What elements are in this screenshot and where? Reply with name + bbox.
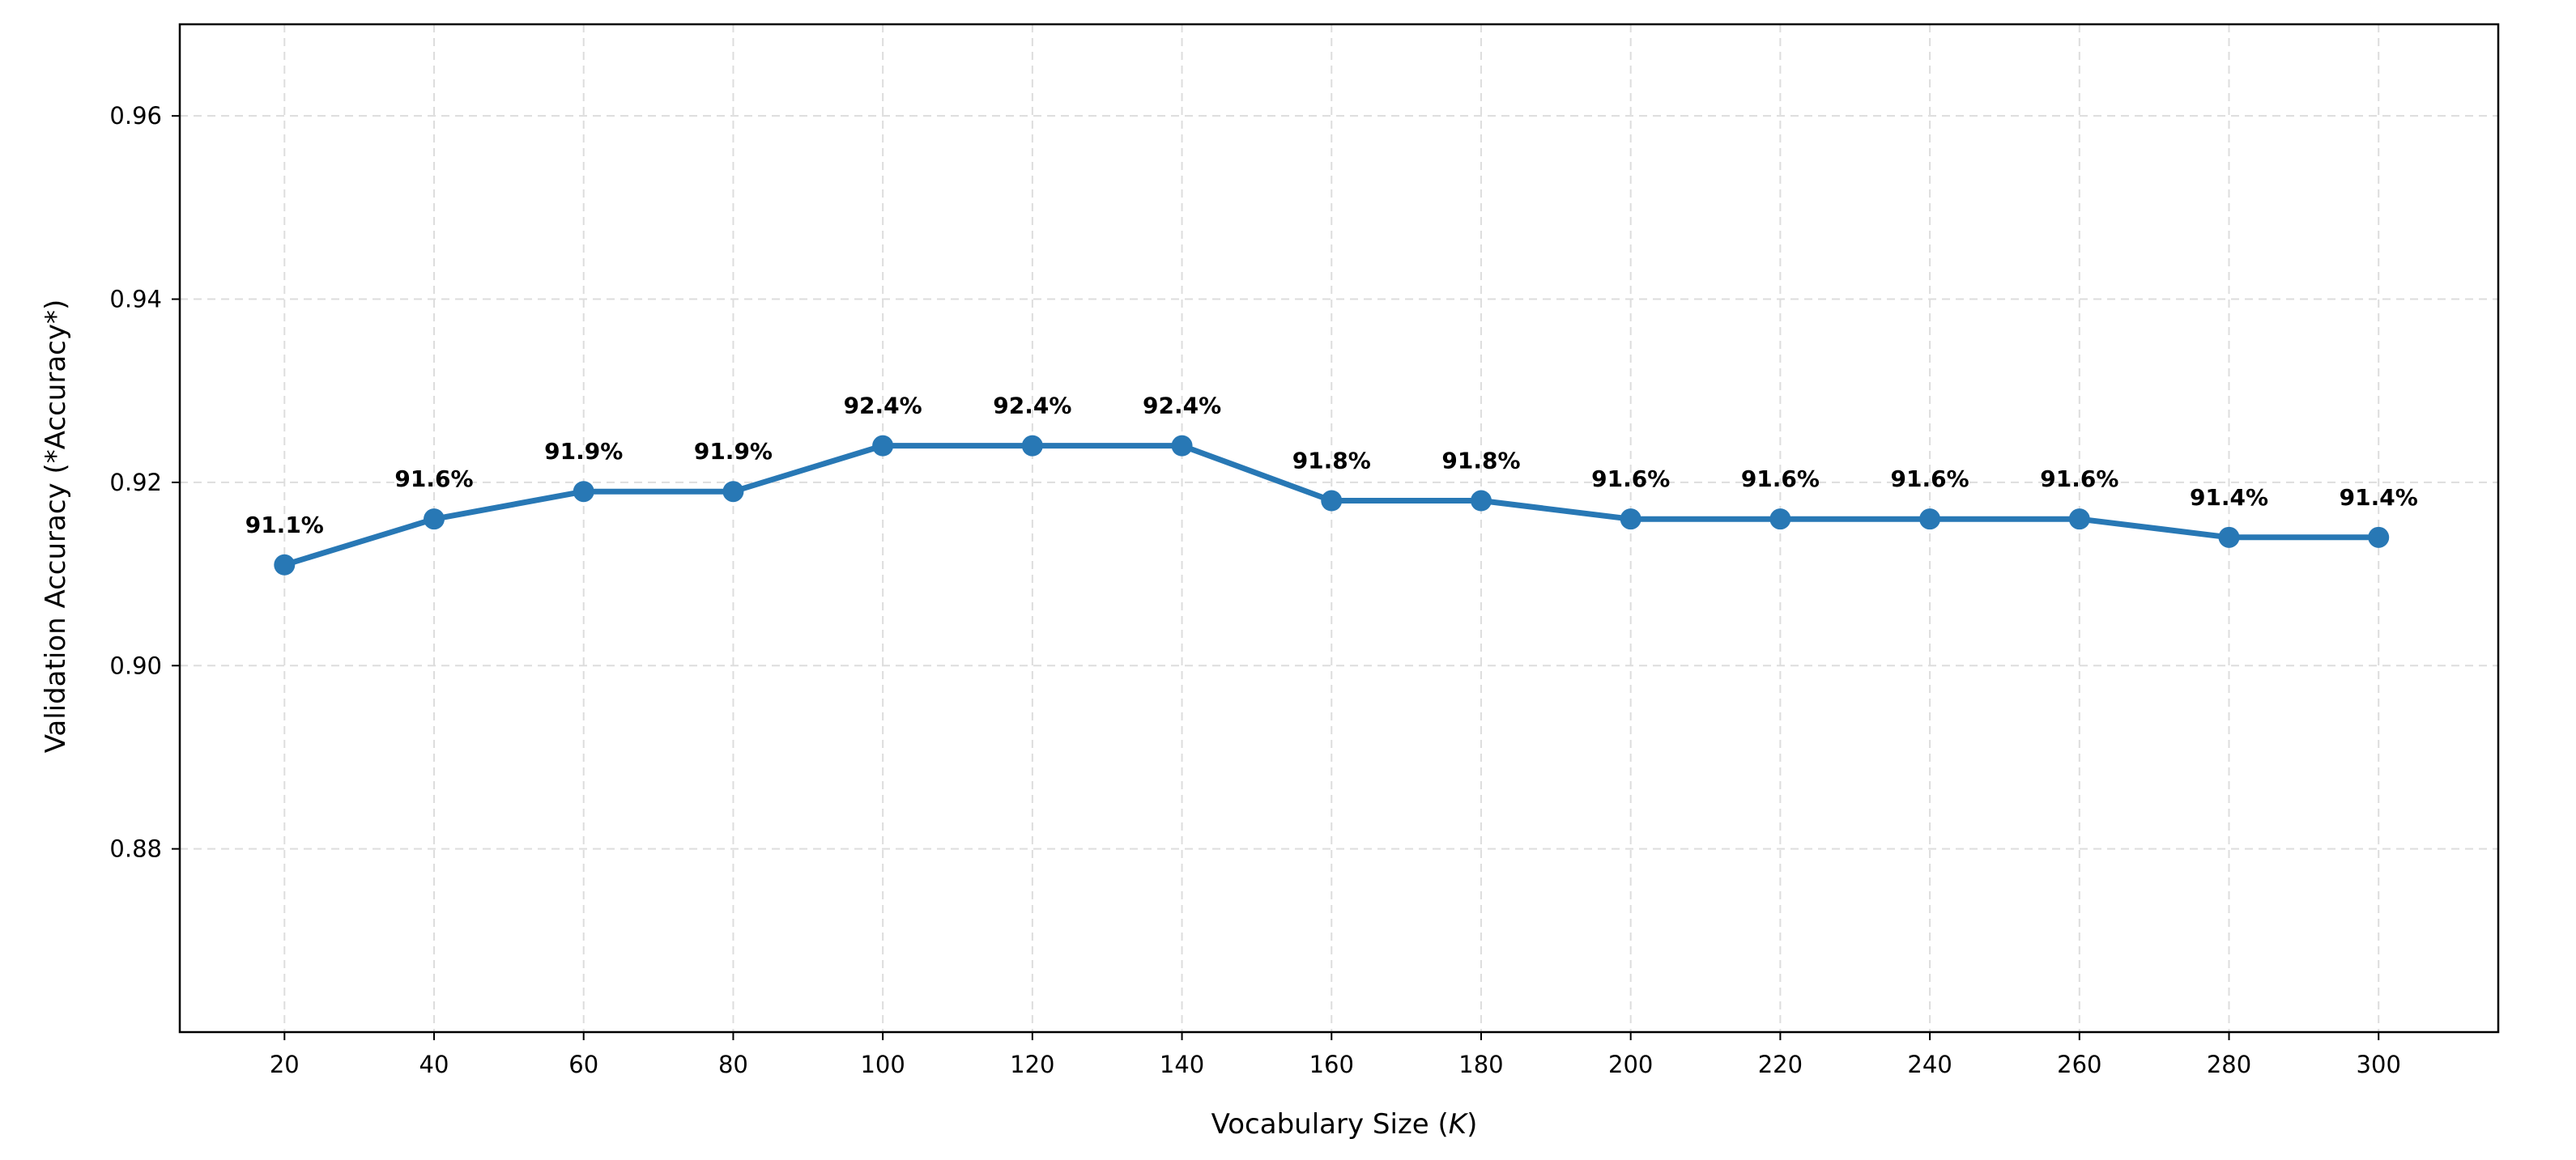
data-point [2218, 526, 2240, 548]
data-label: 91.6% [394, 465, 473, 492]
data-label: 92.4% [993, 393, 1071, 419]
data-point [424, 508, 445, 530]
x-tick-label: 140 [1160, 1051, 1204, 1078]
data-point [872, 435, 894, 457]
data-label: 91.9% [694, 438, 773, 465]
data-point [1769, 508, 1791, 530]
x-tick-label: 20 [270, 1051, 300, 1078]
y-axis-title: Validation Accuracy (*Accuracy*) [40, 300, 72, 754]
data-label: 91.6% [2040, 465, 2118, 492]
x-axis-title-suffix: ) [1467, 1108, 1477, 1141]
data-point [722, 481, 744, 503]
data-point [274, 554, 296, 576]
series-accuracy [274, 435, 2390, 576]
x-tick-label: 240 [1907, 1051, 1952, 1078]
data-label: 91.1% [245, 512, 324, 538]
x-tick-label: 60 [568, 1051, 598, 1078]
x-tick-label: 200 [1608, 1051, 1653, 1078]
x-axis-title-text: Vocabulary Size ( [1211, 1108, 1449, 1141]
y-axis-ticks: 0.88 0.90 0.92 0.94 0.96 [109, 102, 180, 863]
data-label: 91.4% [2190, 484, 2268, 511]
data-label: 91.6% [1591, 465, 1670, 492]
data-label: 91.6% [1741, 465, 1820, 492]
x-axis-title-variable: K [1449, 1108, 1469, 1141]
y-tick-label: 0.96 [109, 102, 162, 130]
grid [180, 24, 2498, 1032]
plot-frame [178, 23, 2500, 1034]
x-tick-label: 280 [2207, 1051, 2251, 1078]
x-tick-label: 300 [2357, 1051, 2401, 1078]
x-axis-ticks: 20 40 60 80 100 120 140 160 180 200 220 240 260 280 30… [270, 1032, 2401, 1078]
data-label: 91.8% [1292, 448, 1371, 474]
data-point [1470, 490, 1492, 512]
x-tick-label: 260 [2057, 1051, 2101, 1078]
y-tick-label: 0.92 [109, 469, 162, 496]
y-tick-label: 0.90 [109, 652, 162, 679]
data-point [1021, 435, 1043, 457]
data-label: 91.8% [1441, 448, 1520, 474]
data-point [1171, 435, 1193, 457]
data-label: 91.6% [1891, 465, 1969, 492]
x-tick-label: 180 [1458, 1051, 1503, 1078]
x-tick-label: 40 [419, 1051, 449, 1078]
data-point [1620, 508, 1641, 530]
x-tick-label: 220 [1758, 1051, 1803, 1078]
x-axis-title: Vocabulary Size (K) [1211, 1108, 1478, 1141]
y-tick-label: 0.88 [109, 835, 162, 863]
data-point [1321, 490, 1343, 512]
data-label: 91.9% [544, 438, 623, 465]
data-label: 91.4% [2340, 484, 2418, 511]
data-point [2068, 508, 2090, 530]
data-labels: 91.1% 91.6% 91.9% 91.9% 92.4% 92.4% 92.4% 91.8%… [245, 393, 2418, 538]
x-tick-label: 80 [718, 1051, 748, 1078]
x-tick-label: 100 [860, 1051, 905, 1078]
data-point [573, 481, 594, 503]
data-point [2368, 526, 2390, 548]
y-tick-label: 0.94 [109, 286, 162, 313]
x-tick-label: 160 [1309, 1051, 1354, 1078]
x-tick-label: 120 [1010, 1051, 1054, 1078]
data-point [1919, 508, 1941, 530]
data-label: 92.4% [844, 393, 922, 419]
data-label: 92.4% [1143, 393, 1221, 419]
